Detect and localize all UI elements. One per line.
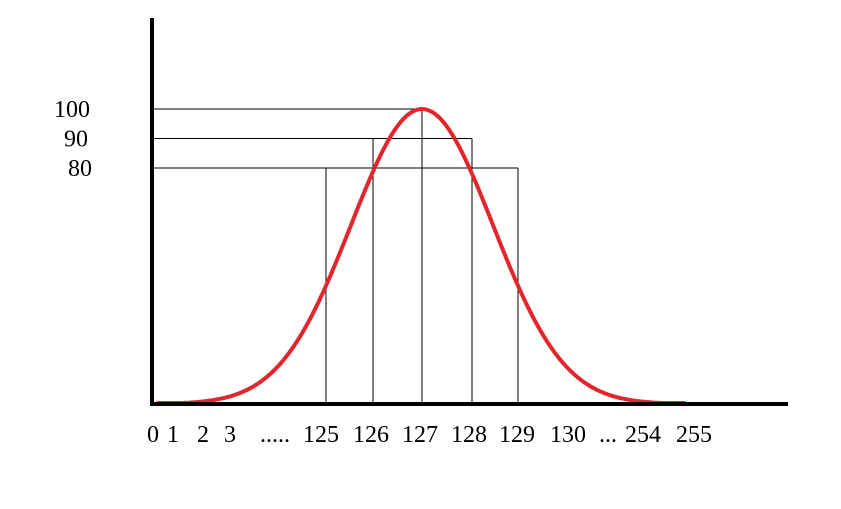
x-tick-label: 125 [303,422,339,448]
x-tick-label: 127 [402,422,438,448]
x-tick-label: ... [599,422,617,448]
guide-lines [152,108,519,404]
x-tick-label: 130 [550,422,586,448]
x-tick-label: 3 [224,422,236,448]
x-tick-label: 1 [167,422,179,448]
y-tick-label-90: 90 [64,127,88,153]
x-tick-label: 126 [353,422,389,448]
x-tick-label: 129 [499,422,535,448]
y-tick-label-80: 80 [68,156,92,182]
y-tick-label-100: 100 [54,97,90,123]
y-tick-labels: 100 90 80 [54,97,92,182]
x-tick-label: 2 [197,422,209,448]
x-tick-label: ..... [260,422,290,448]
x-tick-label: 0 [147,422,159,448]
bell-curve-line [156,106,686,405]
x-tick-label: 128 [451,422,487,448]
x-tick-labels: 0 1 2 3..... 125 126 127 128 129 130... 254 255 [147,422,712,448]
x-tick-label: 254 [625,422,661,448]
x-tick-label: 255 [676,422,712,448]
